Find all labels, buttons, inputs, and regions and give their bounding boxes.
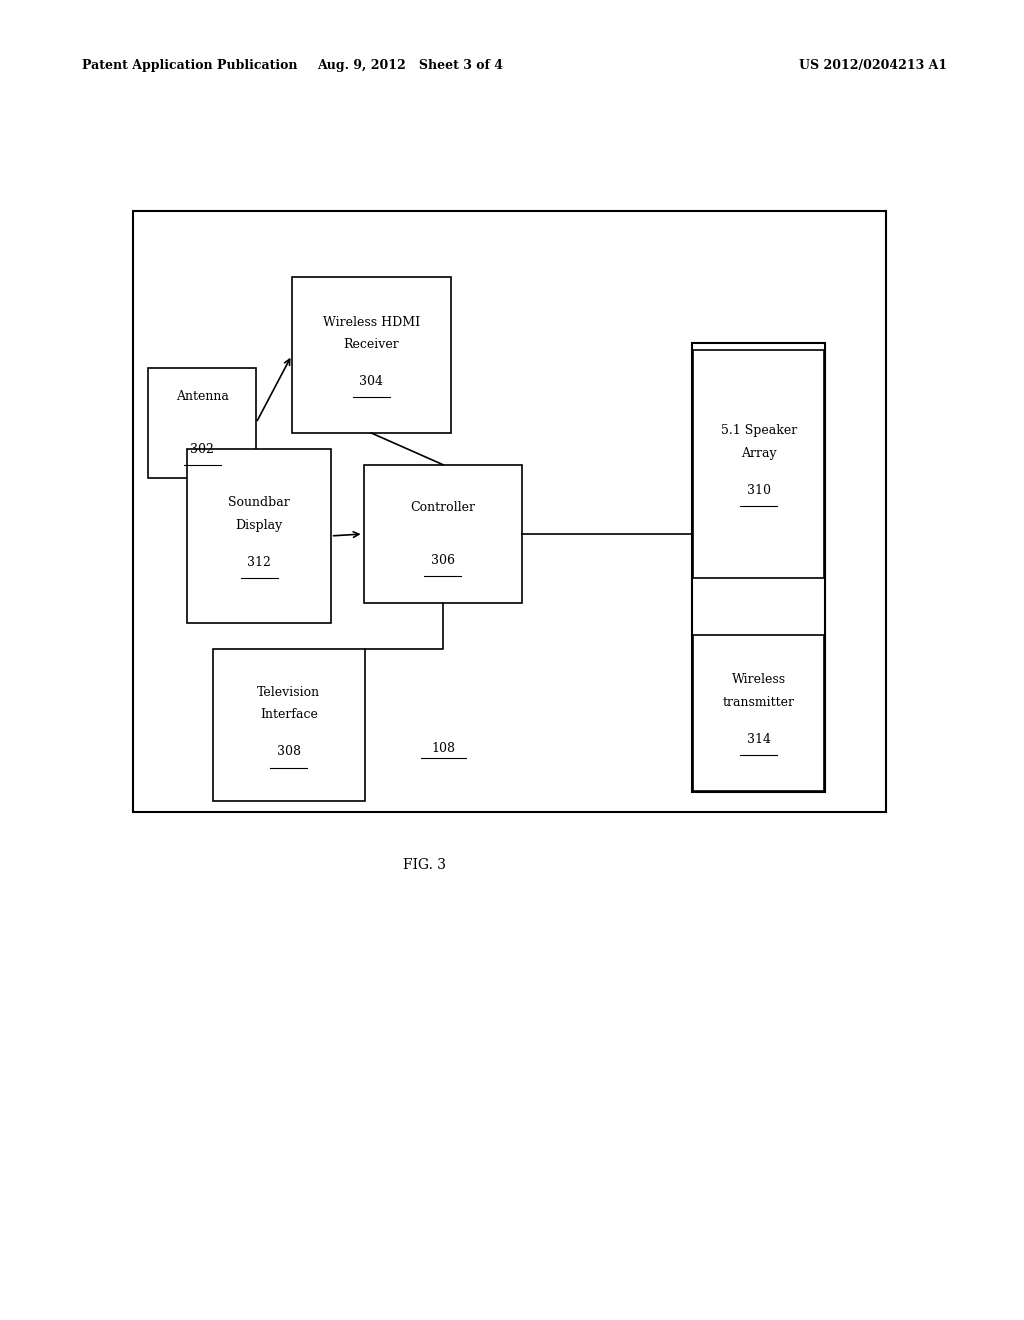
Text: transmitter: transmitter	[723, 696, 795, 709]
Text: Patent Application Publication: Patent Application Publication	[82, 59, 297, 73]
Text: FIG. 3: FIG. 3	[403, 858, 446, 873]
Text: 314: 314	[746, 733, 771, 746]
FancyBboxPatch shape	[213, 649, 365, 801]
FancyBboxPatch shape	[692, 343, 825, 792]
Text: Array: Array	[741, 447, 776, 459]
Text: 310: 310	[746, 484, 771, 496]
FancyBboxPatch shape	[693, 350, 824, 578]
Text: 306: 306	[431, 554, 455, 566]
Text: Soundbar: Soundbar	[228, 496, 290, 510]
Text: 5.1 Speaker: 5.1 Speaker	[721, 425, 797, 437]
FancyBboxPatch shape	[693, 635, 824, 791]
Text: Television: Television	[257, 686, 321, 698]
Text: Interface: Interface	[260, 709, 317, 721]
FancyBboxPatch shape	[187, 449, 331, 623]
Text: Wireless: Wireless	[732, 673, 785, 686]
FancyBboxPatch shape	[148, 368, 256, 478]
Text: Wireless HDMI: Wireless HDMI	[323, 315, 420, 329]
Text: Aug. 9, 2012   Sheet 3 of 4: Aug. 9, 2012 Sheet 3 of 4	[316, 59, 503, 73]
Text: Receiver: Receiver	[343, 338, 399, 351]
FancyBboxPatch shape	[364, 465, 522, 603]
Text: Controller: Controller	[411, 502, 475, 513]
Text: 304: 304	[359, 375, 383, 388]
Text: Display: Display	[236, 519, 283, 532]
FancyBboxPatch shape	[292, 277, 451, 433]
Text: Antenna: Antenna	[176, 391, 228, 403]
Text: 312: 312	[247, 556, 271, 569]
Text: 308: 308	[276, 746, 301, 758]
Text: 108: 108	[431, 742, 456, 755]
FancyBboxPatch shape	[133, 211, 886, 812]
Text: 302: 302	[190, 444, 214, 455]
Text: US 2012/0204213 A1: US 2012/0204213 A1	[799, 59, 947, 73]
